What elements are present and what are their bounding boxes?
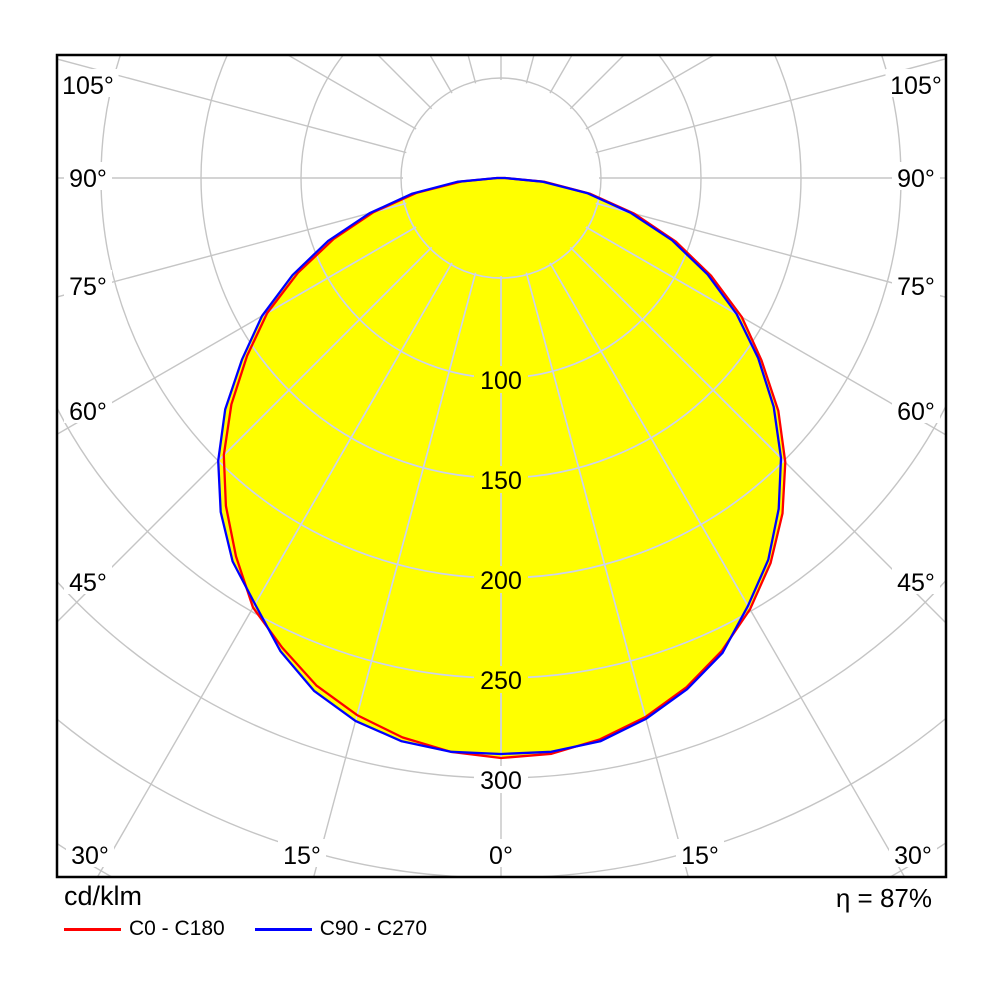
efficiency-label: η = 87% xyxy=(835,883,932,913)
legend-item-c0-c180: C0 - C180 xyxy=(64,917,255,941)
radial-label-chip xyxy=(474,366,528,393)
angle-label-chip xyxy=(889,839,937,867)
radial-label-chip xyxy=(474,766,528,793)
angle-label-chip xyxy=(64,566,112,594)
angle-tick-label: 30° xyxy=(71,842,109,870)
angle-tick-label: 0° xyxy=(489,842,513,870)
angle-label-chip xyxy=(278,839,326,867)
angle-label-chip xyxy=(892,566,940,594)
legend-swatch-blue xyxy=(254,927,312,931)
angle-label-chip xyxy=(892,395,940,423)
radial-tick-label: 150 xyxy=(480,467,522,495)
curve-C0-C180 xyxy=(222,176,787,760)
radial-label-chip xyxy=(474,466,528,493)
angle-tick-label: 60° xyxy=(897,398,935,426)
angle-tick-label: 75° xyxy=(69,273,107,301)
radial-tick-label: 250 xyxy=(480,667,522,695)
legend-label: C90 - C270 xyxy=(319,917,428,940)
angle-tick-label: 15° xyxy=(681,842,719,870)
angle-label-chip xyxy=(892,162,940,190)
angle-tick-label: 45° xyxy=(897,569,935,597)
curve-C90-C270 xyxy=(217,176,783,756)
angle-label-chip xyxy=(64,270,112,298)
chart-frame xyxy=(55,53,948,879)
angle-tick-label: 60° xyxy=(69,398,107,426)
legend-swatch-red xyxy=(64,927,121,931)
angle-tick-label: 30° xyxy=(894,842,932,870)
angle-tick-label: 15° xyxy=(283,842,321,870)
legend-item-c90-c270: C90 - C270 xyxy=(254,917,457,941)
angle-label-chip xyxy=(892,270,940,298)
angle-tick-label: 45° xyxy=(69,569,107,597)
angle-label-chip xyxy=(66,839,114,867)
angle-tick-label: 105° xyxy=(62,72,114,100)
angle-label-chip xyxy=(57,69,119,97)
chart-legend: C0 - C180 C90 - C270 xyxy=(64,917,457,941)
radial-label-chip xyxy=(474,666,528,693)
units-label: cd/klm xyxy=(64,881,143,911)
angle-label-chip xyxy=(64,395,112,423)
radial-tick-label: 200 xyxy=(480,567,522,595)
radial-tick-label: 300 xyxy=(480,767,522,795)
angle-label-chip xyxy=(885,69,946,97)
angle-label-chip xyxy=(483,839,519,867)
angle-tick-label: 105° xyxy=(890,72,942,100)
angle-tick-label: 90° xyxy=(897,165,935,193)
radial-tick-label: 100 xyxy=(480,367,522,395)
chart-footer: cd/klm η = 87% C0 - C180 C90 - C270 xyxy=(0,877,1000,1000)
angle-tick-label: 90° xyxy=(69,165,107,193)
angle-tick-label: 75° xyxy=(897,273,935,301)
angle-label-chip xyxy=(676,839,724,867)
radial-label-chip xyxy=(474,566,528,593)
angle-label-chip xyxy=(64,162,112,190)
legend-label: C0 - C180 xyxy=(129,917,225,940)
